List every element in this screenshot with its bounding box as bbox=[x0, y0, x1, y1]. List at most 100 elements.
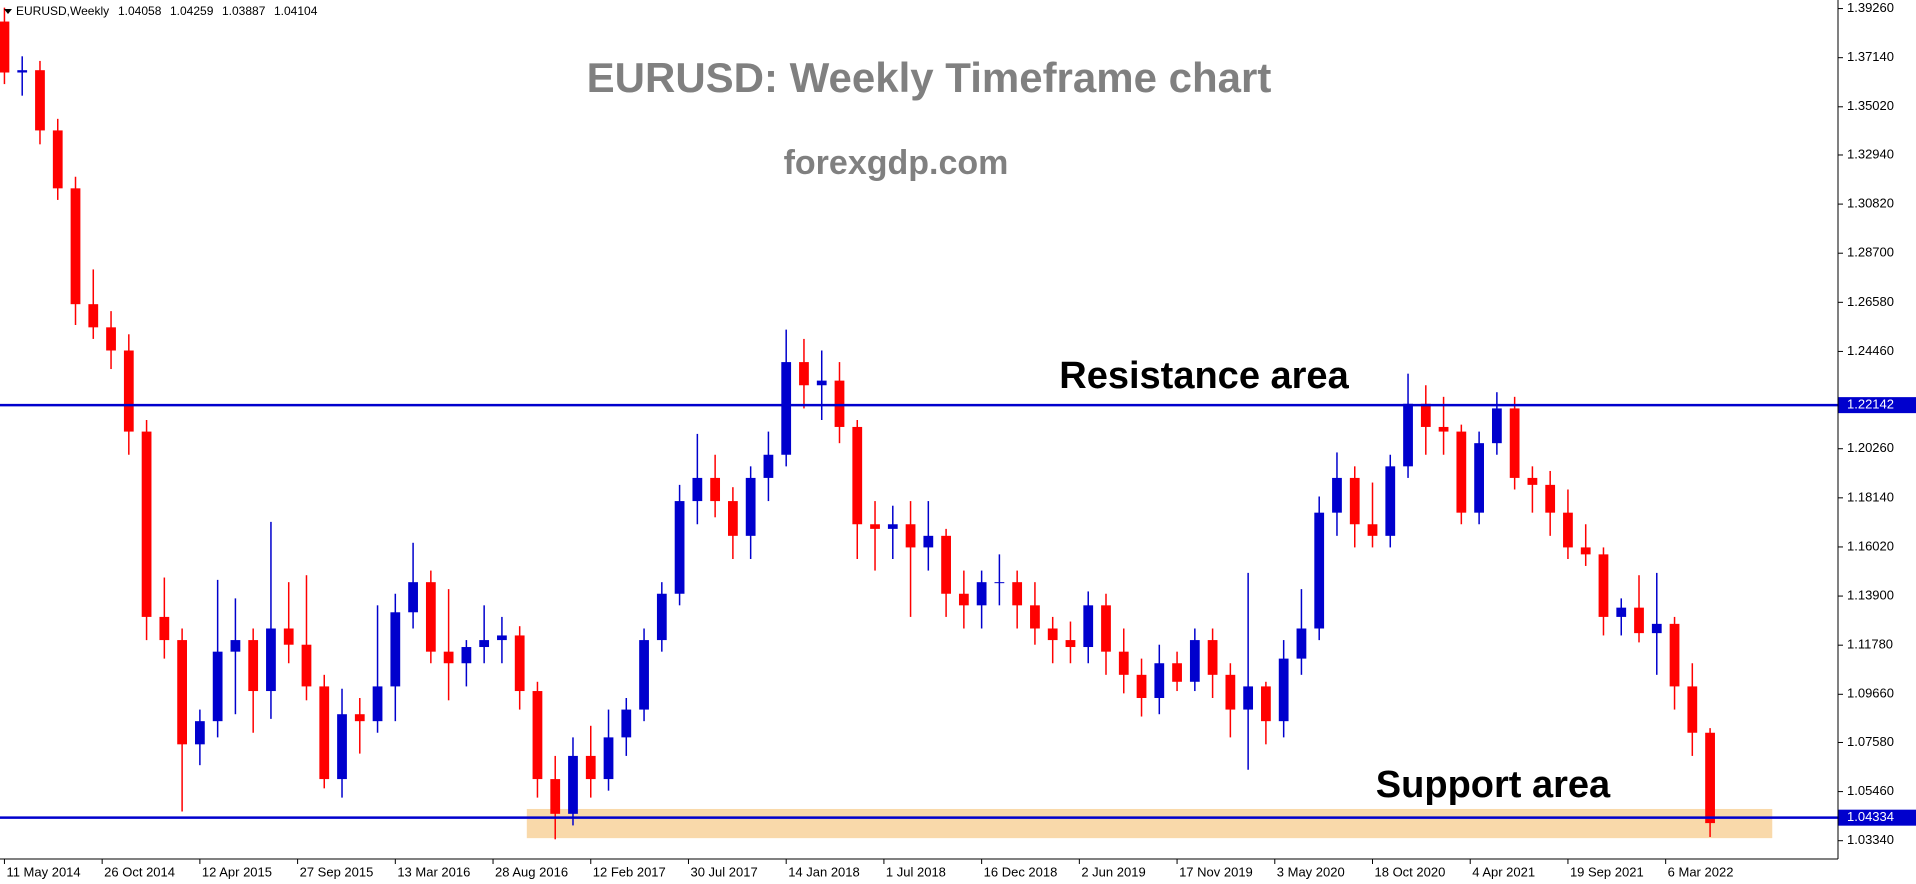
candle-body bbox=[905, 524, 916, 548]
candle-body bbox=[159, 616, 170, 641]
header-low: 1.03887 bbox=[222, 4, 266, 18]
candle-body bbox=[870, 524, 880, 529]
candle-body bbox=[1047, 628, 1058, 641]
candle-body bbox=[834, 380, 845, 427]
candle-body bbox=[390, 612, 401, 687]
x-tick-label: 1 Jul 2018 bbox=[886, 864, 946, 879]
header-symbol: EURUSD,Weekly bbox=[16, 4, 109, 18]
candle-body bbox=[941, 535, 951, 594]
candle-body bbox=[266, 628, 276, 692]
candle-body bbox=[1403, 403, 1413, 467]
candle-body bbox=[816, 380, 827, 386]
y-tick-label: 1.20260 bbox=[1847, 440, 1894, 455]
candle-body bbox=[1065, 640, 1076, 648]
candle-body bbox=[283, 628, 294, 645]
candle-body bbox=[17, 70, 28, 73]
candle-body bbox=[1598, 554, 1609, 617]
level-label-box bbox=[1838, 809, 1916, 826]
header-close: 1.04104 bbox=[274, 4, 318, 18]
candle-body bbox=[1687, 686, 1698, 733]
candle-body bbox=[177, 640, 187, 745]
candle-body bbox=[568, 755, 578, 814]
candle-body bbox=[52, 130, 63, 189]
level-label-box bbox=[1838, 397, 1916, 414]
y-tick-label: 1.16020 bbox=[1847, 538, 1894, 553]
header-arrow bbox=[4, 9, 12, 14]
candle-body bbox=[656, 593, 667, 641]
candle-body bbox=[248, 640, 259, 692]
zone-layer bbox=[526, 808, 1773, 839]
candle-body bbox=[958, 593, 969, 606]
resistance-label: Resistance area bbox=[1059, 355, 1349, 397]
candle-body bbox=[603, 737, 614, 780]
x-tick-label: 26 Oct 2014 bbox=[104, 864, 175, 879]
support-label: Support area bbox=[1376, 764, 1611, 806]
candle-body bbox=[0, 21, 10, 73]
candle-body bbox=[994, 582, 1005, 584]
y-tick-label: 1.18140 bbox=[1847, 489, 1894, 504]
candle-body bbox=[1491, 408, 1502, 444]
candle-body bbox=[710, 477, 721, 502]
candle-body bbox=[372, 686, 383, 722]
x-tick-label: 3 May 2020 bbox=[1277, 864, 1345, 879]
candle-body bbox=[763, 454, 774, 478]
y-tick-label: 1.37140 bbox=[1847, 49, 1894, 64]
candle-body bbox=[1189, 640, 1200, 682]
candle-body bbox=[1083, 605, 1094, 648]
y-tick-label: 1.09660 bbox=[1847, 686, 1894, 701]
y-tick-label: 1.24460 bbox=[1847, 343, 1894, 358]
x-tick-label: 16 Dec 2018 bbox=[984, 864, 1058, 879]
candle-body bbox=[1474, 443, 1484, 513]
level-label: 1.22142 bbox=[1847, 397, 1894, 412]
candle-body bbox=[1296, 628, 1307, 659]
candle-body bbox=[1385, 466, 1396, 536]
candle-body bbox=[1030, 605, 1040, 629]
header-high: 1.04259 bbox=[170, 4, 214, 18]
candle-body bbox=[1225, 674, 1236, 710]
candle-body bbox=[1456, 431, 1467, 513]
candle-body bbox=[781, 362, 792, 455]
y-tick-label: 1.07580 bbox=[1847, 734, 1894, 749]
candle-body bbox=[1616, 607, 1627, 617]
chart-title: EURUSD: Weekly Timeframe chart bbox=[587, 54, 1272, 101]
x-tick-label: 6 Mar 2022 bbox=[1668, 864, 1734, 879]
candle-body bbox=[621, 709, 632, 738]
candle-body bbox=[425, 582, 436, 652]
x-tick-label: 2 Jun 2019 bbox=[1081, 864, 1145, 879]
levels: 1.22142 1.04334 bbox=[0, 397, 1916, 826]
support-zone bbox=[526, 808, 1773, 839]
candle-body bbox=[354, 714, 365, 722]
candle-body bbox=[1367, 524, 1378, 536]
candle-body bbox=[1101, 605, 1111, 652]
x-tick-label: 28 Aug 2016 bbox=[495, 864, 568, 879]
candle-body bbox=[799, 362, 809, 386]
candle-body bbox=[1172, 663, 1182, 682]
header-open: 1.04058 bbox=[118, 4, 162, 18]
candle-body bbox=[532, 691, 543, 780]
candle-body bbox=[443, 651, 454, 664]
candle-body bbox=[1154, 663, 1165, 698]
candle-body bbox=[1349, 477, 1360, 525]
candle-body bbox=[497, 635, 507, 641]
candle-body bbox=[674, 501, 685, 594]
x-tick-label: 12 Apr 2015 bbox=[202, 864, 272, 879]
candle-body bbox=[1580, 547, 1591, 555]
candle-body bbox=[1651, 623, 1662, 634]
candle-body bbox=[745, 477, 756, 536]
candle-body bbox=[141, 431, 152, 617]
y-tick-label: 1.32940 bbox=[1847, 146, 1894, 161]
candle-body bbox=[1278, 658, 1289, 722]
x-tick-label: 13 Mar 2016 bbox=[397, 864, 470, 879]
x-tick-label: 30 Jul 2017 bbox=[690, 864, 757, 879]
candle-body bbox=[1527, 477, 1538, 485]
candle-body bbox=[1545, 484, 1556, 513]
axes: 1.39260 1.37140 1.35020 1.32940 1.30820 1.287… bbox=[3, 0, 1894, 879]
candle-body bbox=[319, 686, 330, 780]
candle-body bbox=[301, 644, 312, 687]
candle-body bbox=[1563, 512, 1573, 548]
candle-body bbox=[1705, 732, 1715, 824]
candle-body bbox=[1420, 403, 1431, 427]
